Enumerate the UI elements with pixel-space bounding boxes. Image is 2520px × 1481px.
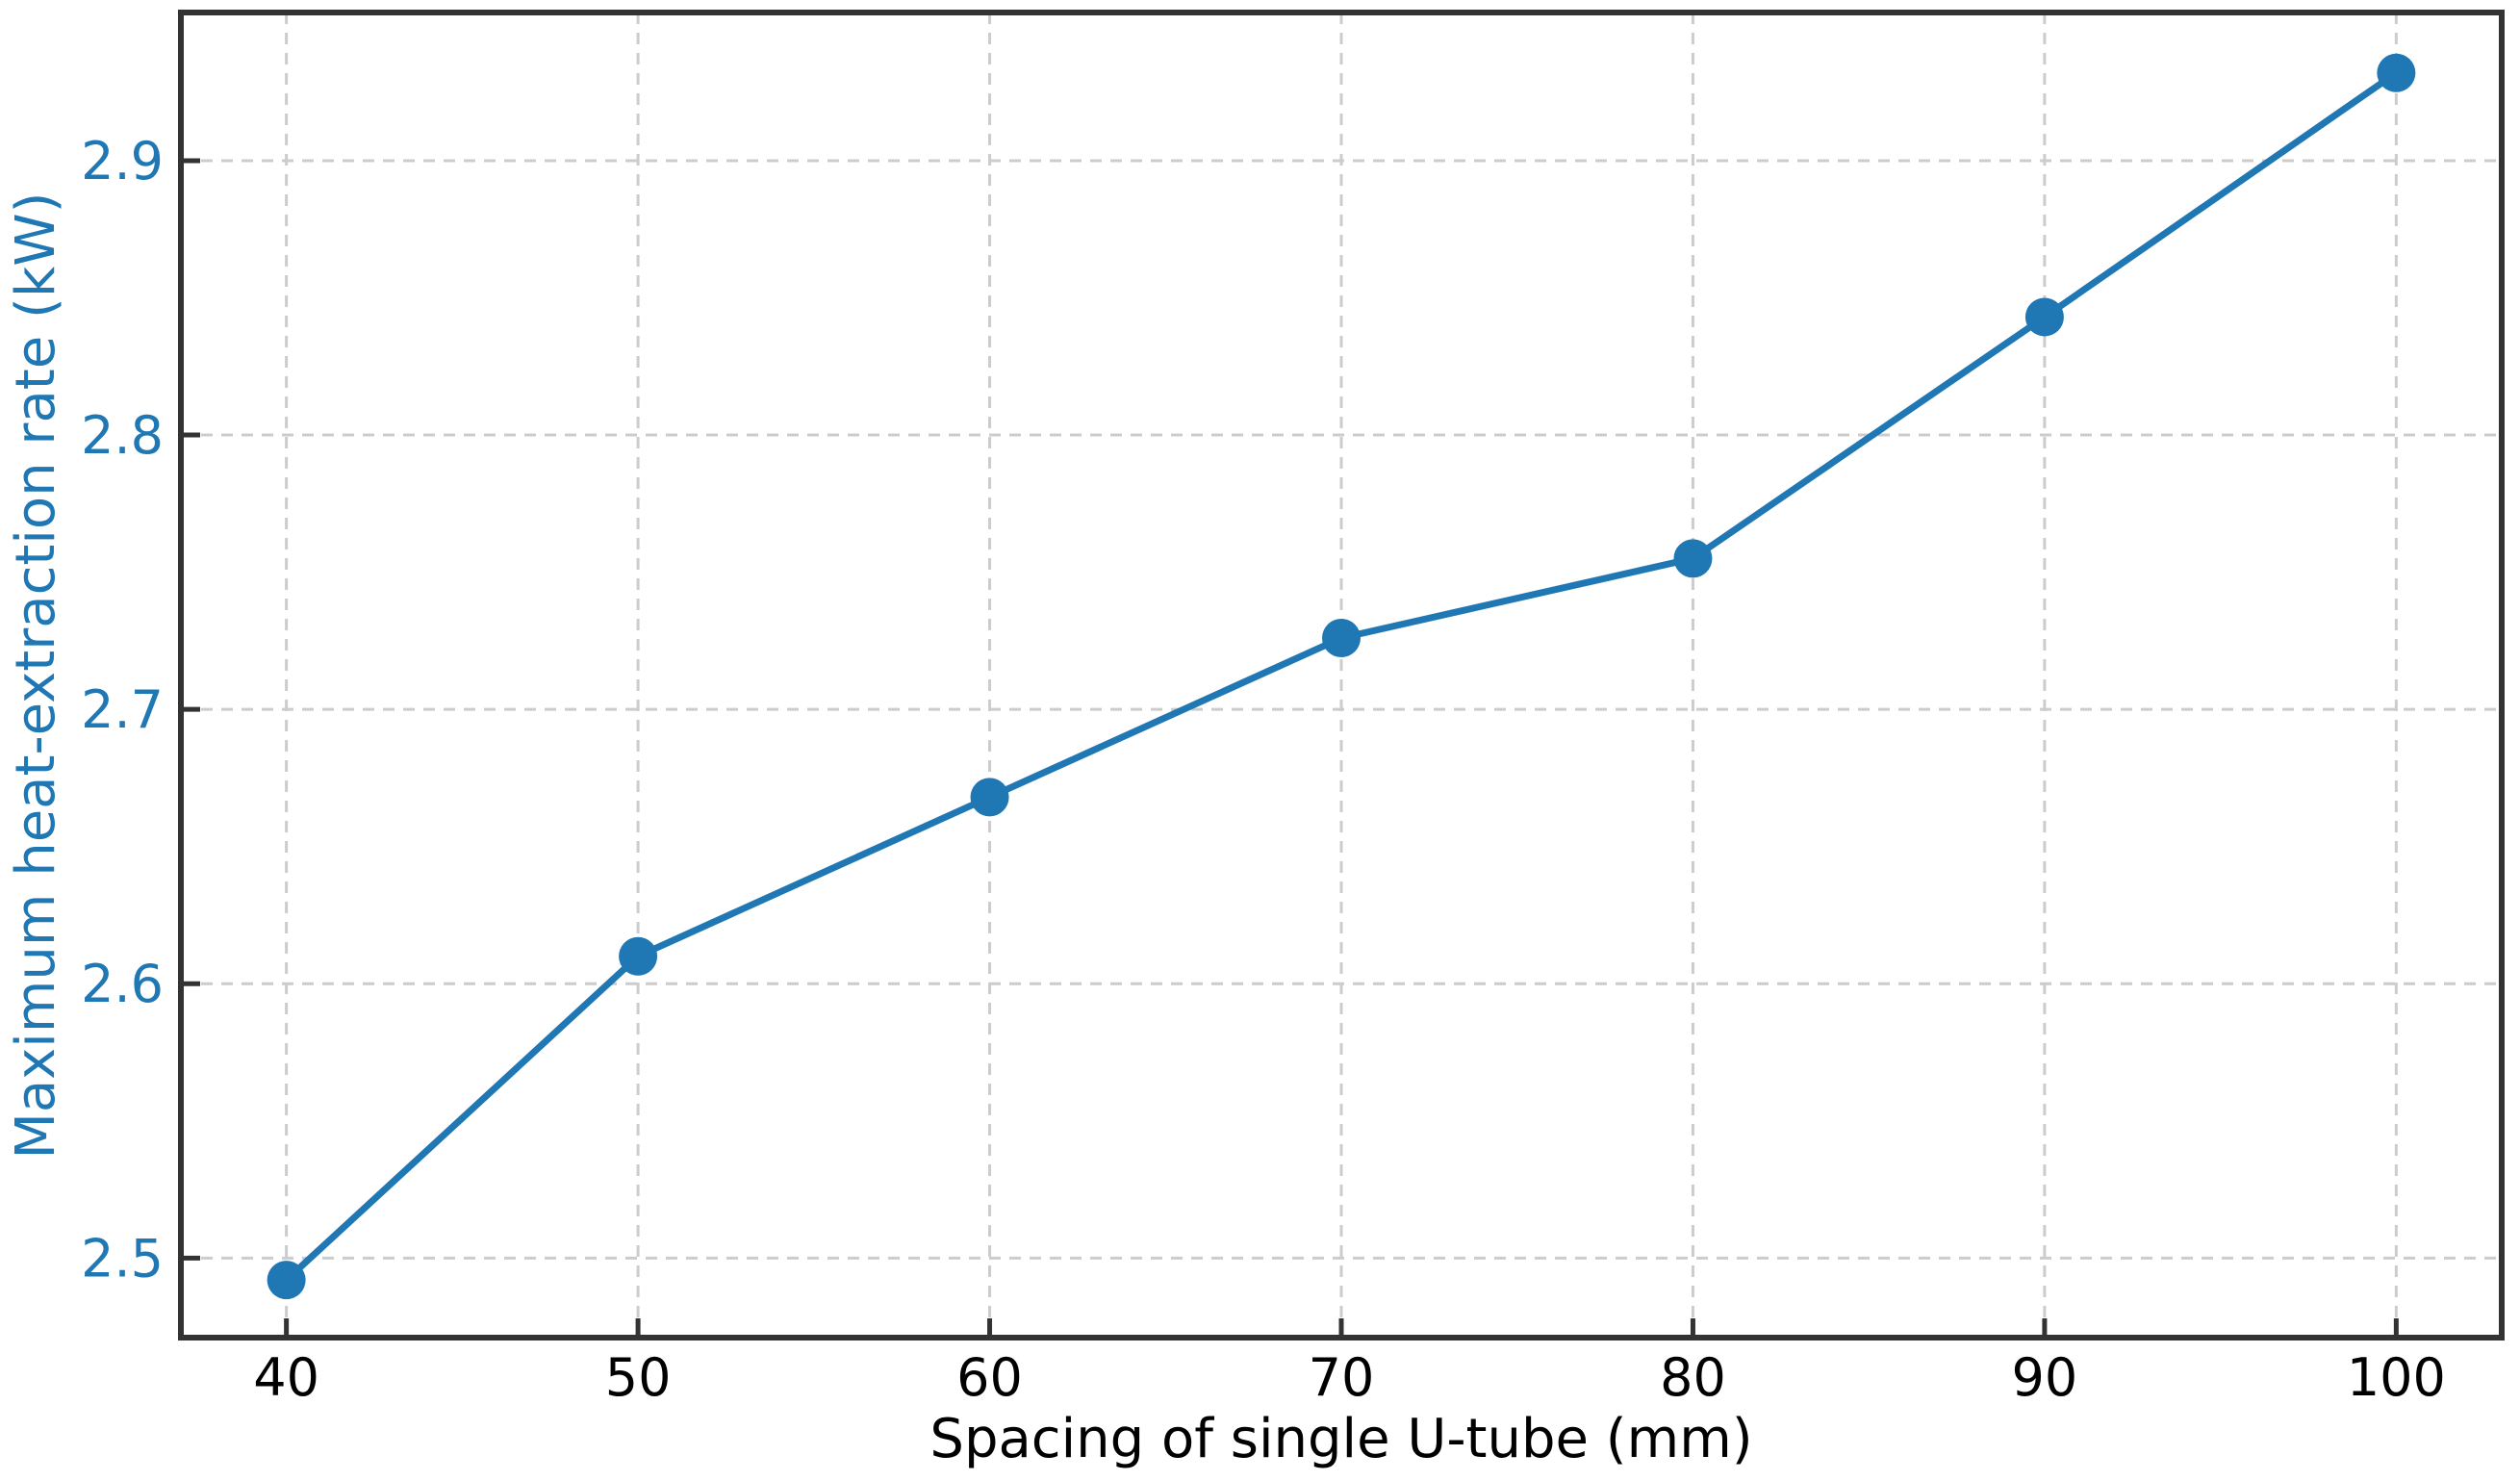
data-point — [2024, 297, 2064, 337]
x-tick-label: 80 — [1660, 1347, 1726, 1408]
x-tick-label: 70 — [1309, 1347, 1375, 1408]
x-tick-label: 100 — [2347, 1347, 2446, 1408]
x-tick-label: 60 — [956, 1347, 1023, 1408]
data-point — [267, 1261, 306, 1300]
y-tick-label: 2.7 — [81, 679, 164, 740]
data-line — [283, 69, 2400, 1284]
plot-border — [178, 10, 2505, 1341]
x-tick-label: 40 — [253, 1347, 319, 1408]
y-tick-label: 2.5 — [81, 1228, 164, 1289]
data-point — [1673, 539, 1713, 578]
y-tick-label: 2.9 — [81, 131, 164, 192]
data-point — [2377, 53, 2416, 92]
data-point — [619, 936, 658, 976]
x-tick-label: 90 — [2012, 1347, 2078, 1408]
plot-area: 40 50 60 70 80 90 100 2.5 2.6 2.7 2.8 2.9 — [81, 10, 2505, 1408]
y-tick-label: 2.8 — [81, 405, 164, 466]
data-point — [970, 778, 1009, 817]
data-point — [1322, 619, 1361, 658]
x-tick-label: 50 — [605, 1347, 672, 1408]
y-axis-label: Maximum heat-extraction rate (kW) — [5, 192, 67, 1160]
y-tick-label: 2.6 — [81, 954, 164, 1014]
x-axis-label: Spacing of single U-tube (mm) — [929, 1408, 1752, 1470]
